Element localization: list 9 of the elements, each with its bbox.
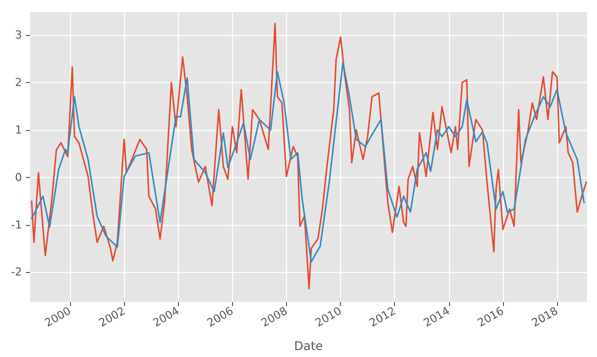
- y-tick-label: 2: [15, 76, 22, 90]
- y-tick-label: -2: [11, 266, 22, 279]
- y-tick-label: 0: [15, 170, 22, 184]
- line-series: [30, 22, 588, 290]
- y-tick-label: 3: [15, 28, 22, 42]
- line-series: [30, 62, 585, 262]
- y-tick-label: -1: [11, 218, 22, 232]
- x-axis-title: Date: [294, 339, 323, 353]
- y-tick-label: 1: [15, 123, 22, 136]
